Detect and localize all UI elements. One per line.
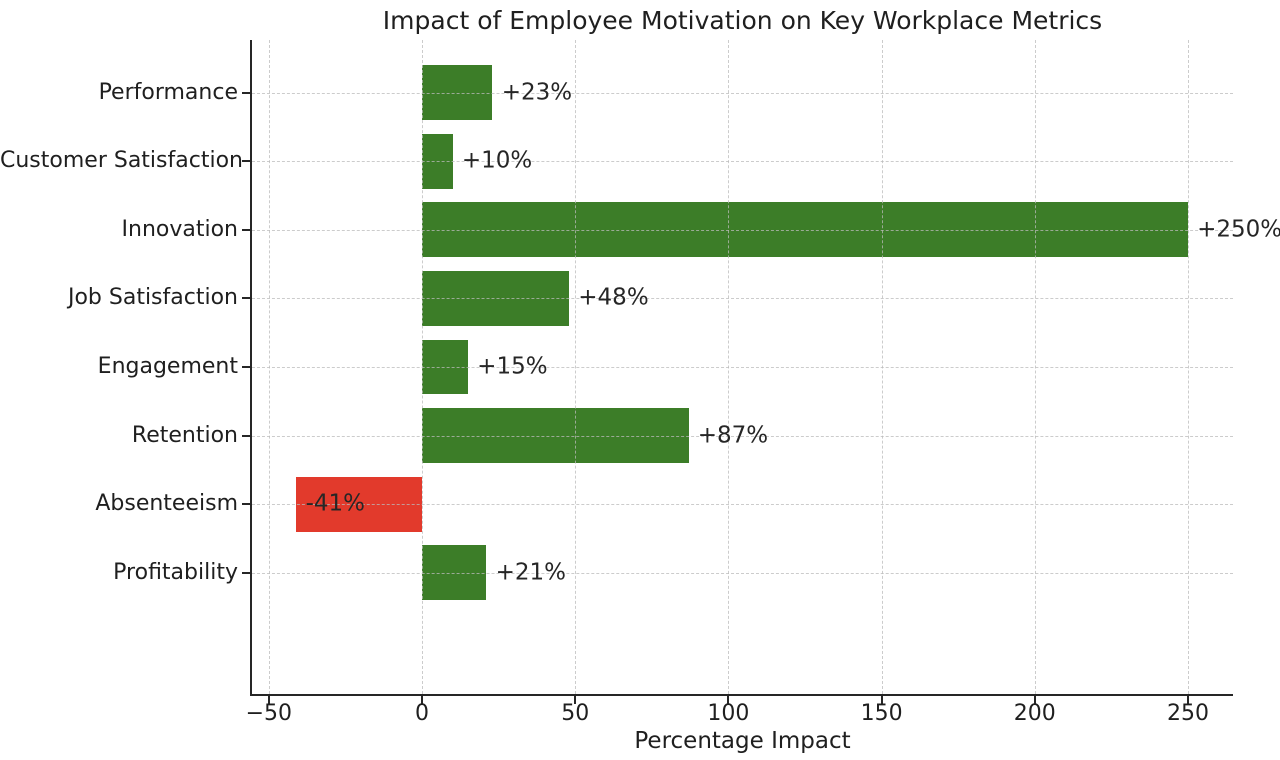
bar-value-label: +23%	[501, 79, 573, 106]
gridline-x	[422, 40, 424, 694]
bar	[422, 545, 487, 601]
bar-value-label: +87%	[697, 422, 769, 449]
y-tick-mark	[242, 434, 250, 437]
x-tick-mark	[880, 696, 883, 704]
gridline-y	[252, 504, 1233, 506]
bar	[422, 202, 1188, 258]
x-tick-mark	[421, 696, 424, 704]
y-tick-label: Job Satisfaction	[67, 285, 238, 311]
y-tick-mark	[242, 160, 250, 163]
gridline-x	[1034, 40, 1036, 694]
x-tick-mark	[574, 696, 577, 704]
gridline-y	[252, 367, 1233, 368]
y-tick-mark	[242, 571, 250, 574]
x-tick-label: 150	[860, 701, 903, 726]
x-axis-label: Percentage Impact	[634, 728, 851, 754]
gridline-y	[252, 92, 1233, 94]
bar	[422, 65, 493, 121]
gridline-y	[252, 572, 1233, 574]
bar	[422, 339, 468, 395]
gridline-y	[252, 435, 1233, 437]
x-tick-mark	[267, 696, 270, 704]
plot-area: +23% +10% +250% +48% +15% +87% -41% +21%	[252, 40, 1280, 694]
x-tick-label: 250	[1166, 701, 1209, 726]
gridline-x	[881, 40, 883, 694]
x-tick-mark	[1033, 696, 1036, 704]
x-tick-label: 100	[707, 701, 750, 726]
bar-value-label: +250%	[1197, 216, 1280, 243]
x-tick-label: 200	[1013, 701, 1056, 726]
x-tick-label: 0	[415, 701, 430, 726]
y-tick-label: Profitability	[113, 559, 238, 585]
bar-value-label: -41%	[305, 490, 366, 517]
bar-value-label: +21%	[495, 559, 566, 586]
y-tick-mark	[242, 366, 250, 368]
y-tick-mark	[242, 228, 250, 231]
gridline-x	[575, 40, 577, 694]
y-tick-label: Performance	[98, 79, 238, 105]
x-tick-label: 50	[561, 701, 590, 726]
gridline-y	[252, 229, 1233, 231]
bar-value-label: +48%	[578, 284, 649, 311]
y-tick-mark	[242, 503, 250, 506]
x-tick-label: −50	[245, 701, 293, 726]
y-tick-mark	[242, 297, 250, 300]
y-tick-mark	[242, 91, 250, 94]
bar-value-label: +15%	[477, 353, 548, 380]
x-tick-mark	[1186, 696, 1189, 704]
bar	[422, 133, 453, 189]
gridline-y	[252, 298, 1233, 300]
y-tick-label: Innovation	[121, 216, 238, 242]
gridline-x	[728, 40, 730, 694]
bar	[296, 476, 423, 532]
y-tick-label: Retention	[131, 422, 238, 448]
y-tick-label: Engagement	[97, 354, 238, 379]
chart-title: Impact of Employee Motivation on Key Wor…	[382, 6, 1103, 35]
gridline-x	[268, 40, 270, 694]
gridline-x	[1187, 40, 1189, 694]
bar	[422, 271, 570, 326]
x-tick-mark	[727, 696, 730, 704]
y-tick-label: Absenteeism	[95, 491, 238, 517]
y-axis-spine	[250, 40, 252, 696]
bar-value-label: +10%	[461, 147, 533, 174]
gridline-y	[252, 161, 1233, 163]
bar	[422, 408, 689, 463]
x-axis-spine	[250, 694, 1233, 696]
y-tick-label: Customer Satisfaction	[0, 148, 243, 174]
